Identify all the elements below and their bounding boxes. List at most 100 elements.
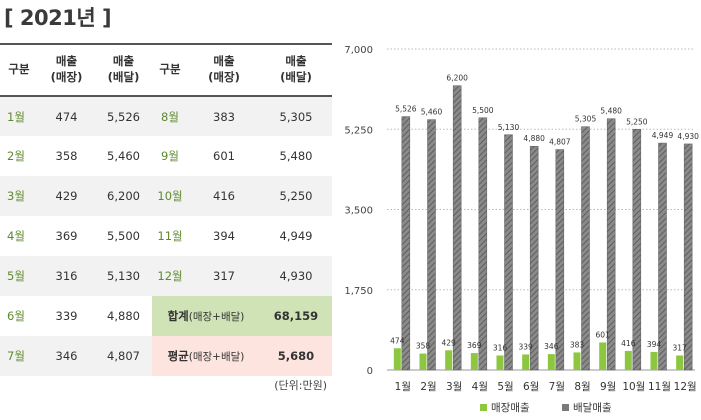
store-sales-bar	[547, 354, 555, 370]
delivery-sales-cell: 5,130	[95, 256, 152, 296]
month-cell: 1월	[0, 96, 38, 136]
chart-legend: 매장매출 배달매출	[480, 402, 612, 414]
store-sales-cell: 416	[188, 176, 260, 216]
month-cell: 6월	[0, 296, 38, 336]
store-sales-cell: 383	[188, 96, 260, 136]
delivery-sales-label: 5,130	[498, 123, 520, 132]
y-tick-label: 3,500	[344, 206, 373, 217]
delivery-sales-bar	[452, 85, 462, 371]
delivery-sales-bar	[658, 142, 667, 371]
x-tick-label: 2월	[420, 381, 436, 393]
delivery-sales-cell: 4,807	[95, 336, 152, 376]
store-sales-label: 474	[390, 336, 405, 345]
store-sales-cell: 317	[188, 256, 260, 296]
table-row: 3월 429 6,200 10월 416 5,250	[0, 176, 332, 216]
delivery-sales-label: 6,200	[446, 74, 468, 83]
delivery-sales-label: 4,930	[677, 132, 699, 141]
delivery-sales-cell: 4,930	[260, 256, 332, 296]
store-sales-cell: 429	[38, 176, 95, 216]
delivery-sales-cell: 5,305	[260, 96, 332, 136]
store-sales-bar	[496, 355, 504, 370]
store-sales-cell: 339	[38, 296, 95, 336]
total-value: 68,159	[260, 296, 332, 336]
chart-gridlines	[387, 48, 695, 371]
store-sales-bar	[650, 351, 658, 370]
store-sales-bar	[445, 350, 453, 370]
y-tick-label: 0	[367, 366, 373, 377]
delivery-sales-cell: 5,460	[95, 136, 152, 176]
store-sales-label: 416	[621, 339, 636, 348]
header-category: 구분	[0, 43, 38, 97]
delivery-sales-bar	[529, 145, 539, 371]
average-label: 평균(매장+배달)	[152, 336, 260, 376]
legend-swatch	[562, 404, 569, 411]
delivery-sales-cell: 5,500	[95, 216, 152, 256]
store-sales-cell: 369	[38, 216, 95, 256]
store-sales-bar	[624, 350, 632, 370]
table-row: 4월 369 5,500 11월 394 4,949	[0, 216, 332, 256]
delivery-sales-bar	[581, 126, 590, 371]
delivery-sales-cell: 5,526	[95, 96, 152, 136]
x-tick-label: 12월	[674, 381, 697, 393]
month-cell: 4월	[0, 216, 38, 256]
delivery-sales-bar	[478, 117, 488, 371]
table-row: 5월 316 5,130 12월 317 4,930	[0, 256, 332, 296]
month-cell: 12월	[152, 256, 188, 296]
delivery-sales-bar	[632, 129, 642, 371]
y-axis-ticks: 0 1,750 3,500 5,250 7,000	[344, 45, 373, 377]
chart-bars	[393, 85, 693, 371]
table-row: 2월 358 5,460 9월 601 5,480	[0, 136, 332, 176]
x-tick-label: 7월	[549, 381, 565, 393]
month-cell: 9월	[152, 136, 188, 176]
delivery-sales-cell: 5,480	[260, 136, 332, 176]
store-sales-label: 317	[673, 343, 688, 352]
store-sales-label: 346	[544, 342, 559, 351]
x-tick-label: 9월	[600, 381, 616, 393]
month-cell: 5월	[0, 256, 38, 296]
legend-swatch	[480, 404, 487, 411]
store-sales-bar	[419, 353, 427, 370]
unit-note: (단위:만원)	[274, 379, 327, 392]
header-category: 구분	[152, 43, 188, 97]
legend-label: 배달매출	[573, 402, 612, 414]
table-row: 7월 346 4,807 평균(매장+배달) 5,680	[0, 336, 332, 376]
delivery-sales-cell: 4,949	[260, 216, 332, 256]
store-sales-label: 601	[596, 330, 611, 339]
x-tick-label: 10월	[622, 381, 645, 393]
page-title: [ 2021년 ]	[4, 6, 112, 30]
x-tick-label: 3월	[446, 381, 462, 393]
table-row: 1월 474 5,526 8월 383 5,305	[0, 96, 332, 136]
store-sales-cell: 601	[188, 136, 260, 176]
month-cell: 8월	[152, 96, 188, 136]
delivery-sales-label: 5,460	[421, 108, 443, 117]
delivery-sales-bar	[606, 118, 616, 371]
table-row: 6월 339 4,880 합계(매장+배달) 68,159	[0, 296, 332, 336]
store-sales-bar	[599, 342, 607, 370]
delivery-sales-cell: 4,880	[95, 296, 152, 336]
x-tick-label: 11월	[648, 381, 671, 393]
delivery-sales-label: 4,807	[549, 138, 571, 147]
store-sales-cell: 358	[38, 136, 95, 176]
delivery-sales-label: 5,500	[472, 106, 494, 115]
delivery-sales-bar	[401, 116, 411, 371]
x-tick-label: 4월	[472, 381, 488, 393]
store-sales-bar	[676, 355, 684, 370]
x-tick-label: 6월	[523, 381, 539, 393]
y-tick-label: 7,000	[344, 45, 373, 56]
delivery-sales-label: 4,949	[652, 131, 674, 140]
header-delivery-sales: 매출 (배달)	[95, 43, 152, 97]
header-store-sales: 매출 (매장)	[38, 43, 95, 97]
legend-label: 매장매출	[491, 402, 530, 414]
store-sales-label: 339	[519, 342, 534, 351]
delivery-sales-cell: 6,200	[95, 176, 152, 216]
store-sales-label: 369	[467, 341, 482, 350]
delivery-sales-cell: 5,250	[260, 176, 332, 216]
month-cell: 10월	[152, 176, 188, 216]
delivery-sales-bar	[555, 149, 565, 371]
delivery-sales-bar	[427, 119, 436, 371]
store-sales-bar	[522, 354, 530, 370]
store-sales-cell: 316	[38, 256, 95, 296]
x-axis-ticks: 1월 2월 3월 4월 5월 6월 7월 8월 9월 10월 11월 12월	[395, 381, 697, 393]
store-sales-cell: 394	[188, 216, 260, 256]
store-sales-bar	[573, 352, 581, 370]
